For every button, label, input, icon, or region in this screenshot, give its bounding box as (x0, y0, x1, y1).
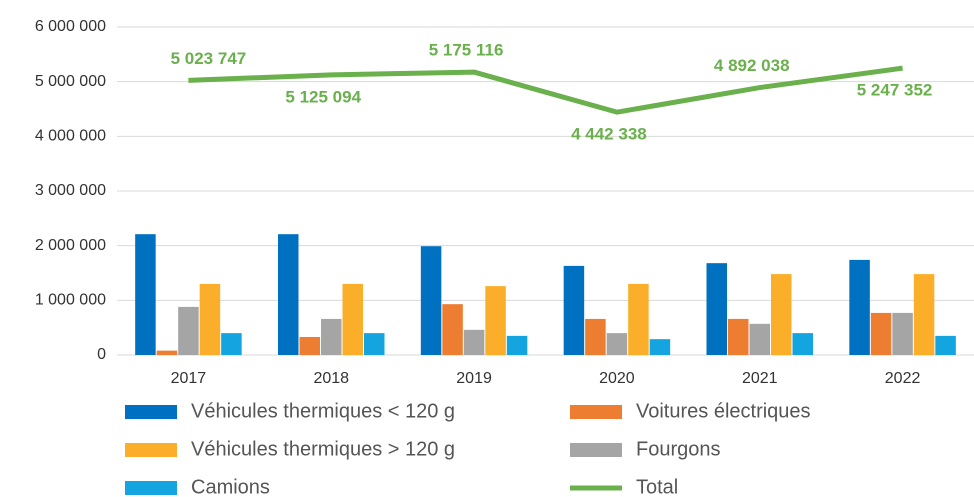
y-tick-label: 6 000 000 (35, 18, 106, 35)
bar (178, 306, 199, 355)
y-tick-label: 2 000 000 (35, 237, 106, 254)
legend-label: Fourgons (636, 438, 721, 460)
legend-label: Total (636, 476, 678, 497)
bar (342, 283, 363, 355)
bar (792, 333, 813, 355)
bar (299, 336, 320, 355)
bar (585, 318, 606, 355)
bar (771, 274, 792, 355)
data-label: 4 892 038 (714, 56, 790, 75)
bar (892, 312, 913, 355)
legend-swatch (570, 443, 622, 457)
x-tick-label: 2018 (313, 370, 349, 387)
data-label: 5 175 116 (429, 41, 504, 60)
data-label: 5 247 352 (857, 81, 933, 100)
total-line (188, 65, 903, 115)
data-label: 5 125 094 (285, 87, 361, 106)
bar (321, 318, 342, 355)
bar (935, 335, 956, 355)
y-tick-label: 3 000 000 (35, 182, 106, 199)
legend-swatch (125, 481, 177, 495)
bar (849, 259, 870, 355)
bar (749, 323, 770, 355)
y-tick-label: 4 000 000 (35, 128, 106, 145)
legend-label: Camions (191, 476, 270, 497)
bar (420, 246, 442, 355)
bar (278, 234, 299, 355)
data-label: 5 023 747 (171, 49, 247, 68)
bar (442, 304, 463, 355)
bar (506, 335, 528, 355)
bar (485, 286, 506, 355)
bar (364, 333, 385, 355)
x-tick-label: 2019 (456, 370, 492, 387)
bar (199, 283, 221, 355)
y-tick-label: 5 000 000 (35, 73, 106, 90)
x-tick-label: 2017 (171, 370, 207, 387)
legend-swatch (570, 405, 622, 419)
bar (135, 234, 156, 355)
bar (606, 333, 628, 355)
legend-swatch (125, 443, 177, 457)
legend-label: Véhicules thermiques < 120 g (191, 400, 455, 422)
bar (913, 274, 935, 355)
bar (156, 350, 178, 355)
bar (563, 265, 585, 355)
bar (706, 263, 727, 355)
legend-swatch (125, 405, 177, 419)
data-label: 4 442 338 (571, 125, 647, 144)
y-tick-label: 1 000 000 (35, 292, 106, 309)
x-tick-label: 2020 (599, 370, 635, 387)
bar (728, 318, 749, 355)
bar (628, 283, 649, 355)
bar (649, 339, 671, 355)
legend-label: Voitures électriques (636, 400, 811, 422)
bar (221, 333, 242, 355)
bar (870, 312, 892, 355)
y-tick-label: 0 (97, 346, 106, 363)
bar (463, 329, 485, 355)
x-tick-label: 2021 (742, 370, 778, 387)
x-tick-label: 2022 (885, 370, 921, 387)
legend-label: Véhicules thermiques > 120 g (191, 438, 455, 460)
